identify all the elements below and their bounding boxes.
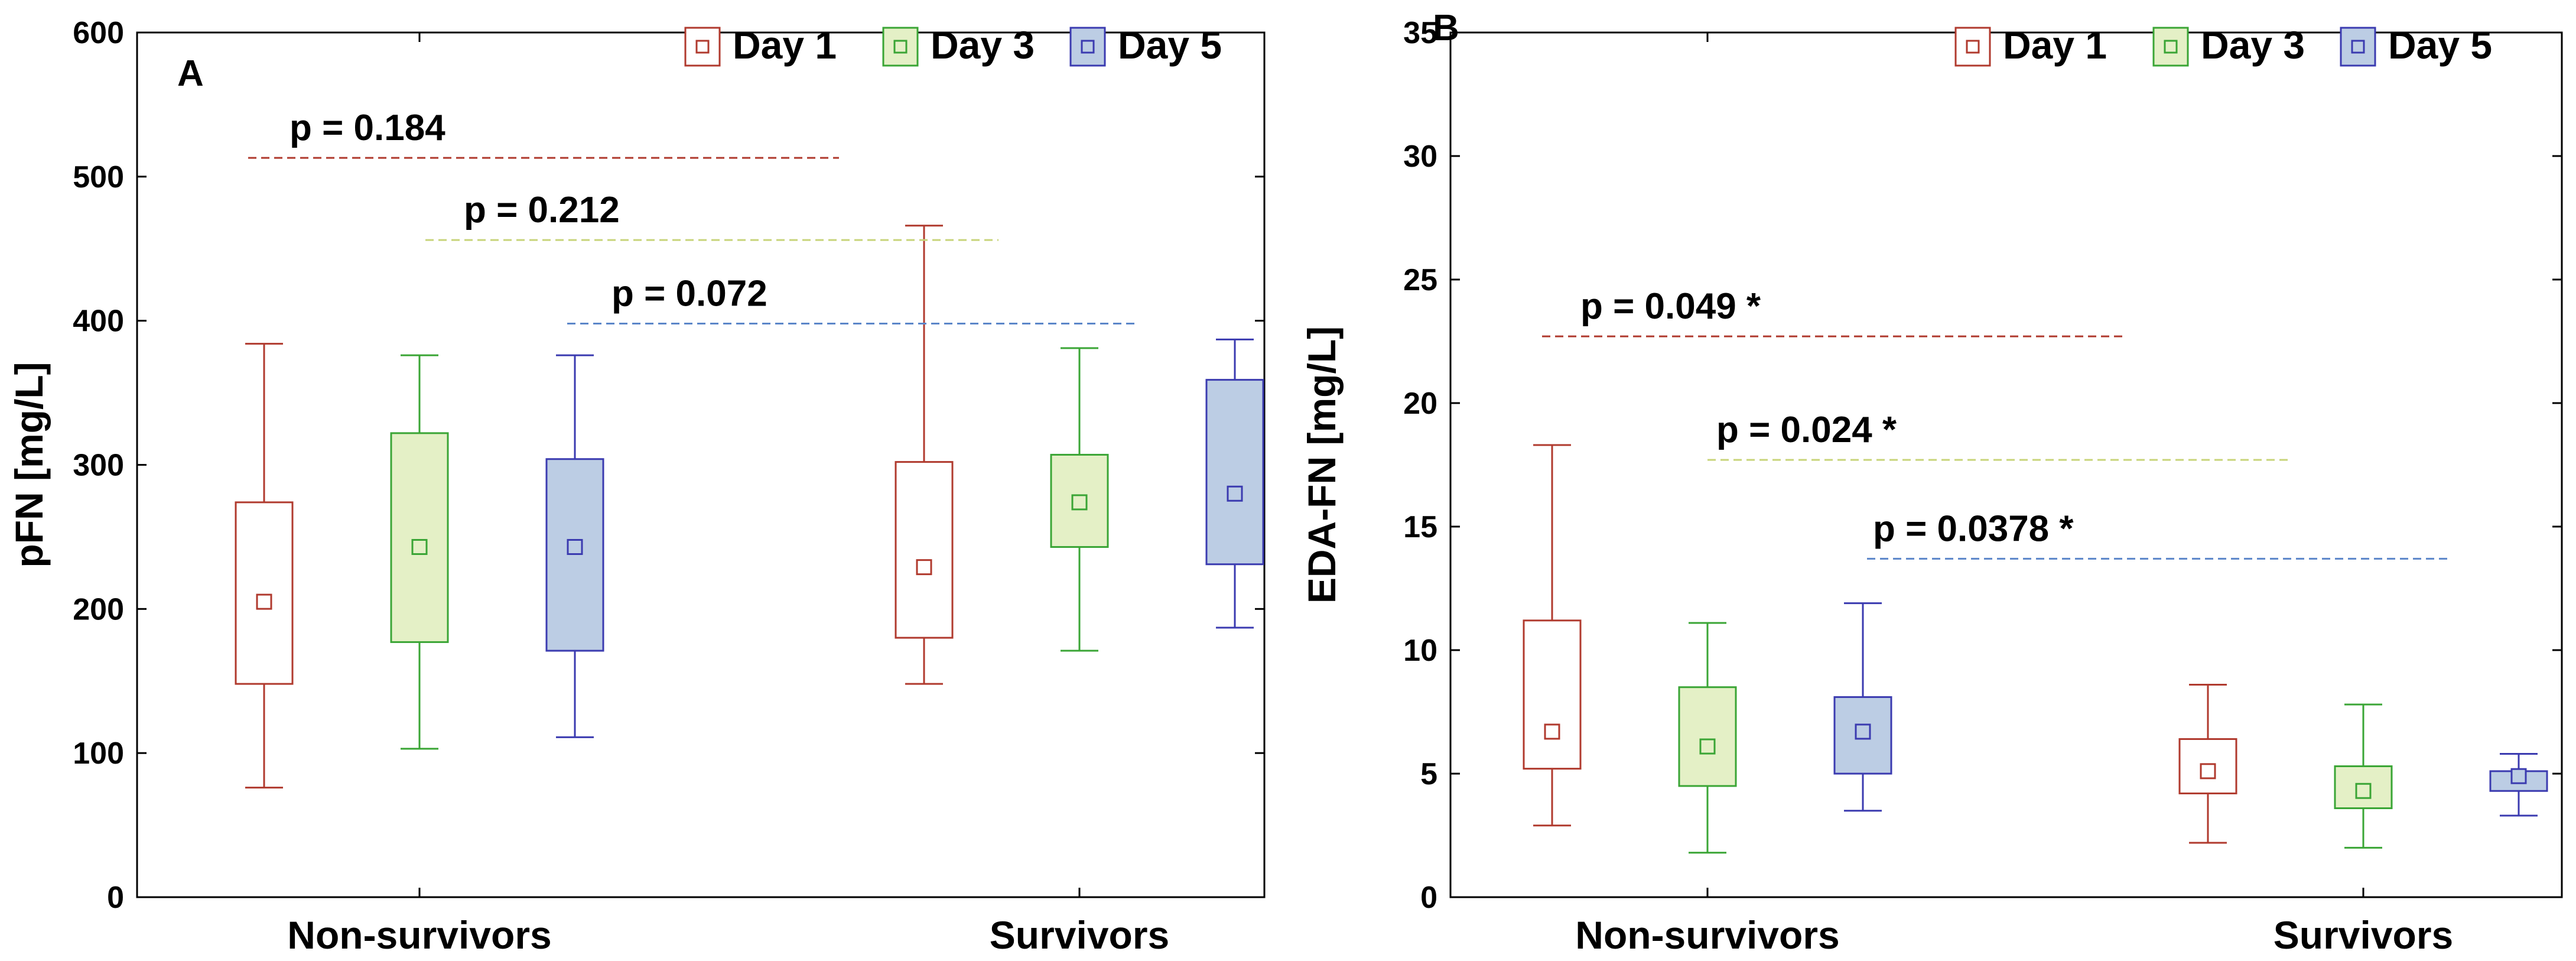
box-day-1-1	[895, 225, 954, 685]
legend-swatch-marker	[2164, 40, 2178, 54]
p-value-label: p = 0.024 *	[1716, 410, 1897, 450]
y-tick-label: 100	[73, 736, 124, 771]
box-day-3-0	[1678, 622, 1737, 854]
box-body	[1523, 619, 1582, 770]
panel-label: A	[177, 53, 204, 94]
p-value-label: p = 0.212	[464, 190, 620, 230]
mean-marker	[2510, 768, 2527, 784]
mean-marker	[1071, 494, 1088, 511]
y-axis-label: pFN [mg/L]	[7, 362, 51, 567]
mean-marker	[2355, 783, 2372, 799]
y-tick-label: 15	[1403, 510, 1437, 544]
mean-marker	[567, 538, 583, 555]
legend-entry-label: Day 1	[733, 23, 837, 67]
y-tick-label: 600	[73, 16, 124, 50]
legend-swatch-marker	[2351, 40, 2365, 54]
y-tick-label: 10	[1403, 634, 1437, 668]
p-value-label: p = 0.049 *	[1580, 286, 1761, 327]
panel-label: B	[1433, 8, 1459, 48]
legend-swatch-marker	[1081, 40, 1095, 54]
box-day-1-0	[235, 343, 294, 789]
y-axis-label: EDA-FN [mg/L]	[1300, 326, 1344, 603]
y-tick-label: 25	[1403, 263, 1437, 297]
p-value-label: p = 0.0378 *	[1873, 508, 2074, 549]
legend-entry-label: Day 5	[2388, 23, 2492, 67]
legend-entry-label: Day 5	[1118, 23, 1222, 67]
chart-panel-a: 0 100 200 300 400 500 600 Non-survivors Survivor…	[7, 16, 1266, 957]
x-category-label: Survivors	[990, 913, 1169, 957]
p-value-label: p = 0.184	[290, 108, 445, 148]
x-category-label: Non-survivors	[1575, 913, 1839, 957]
mean-marker	[1227, 485, 1243, 502]
legend-swatch	[1069, 27, 1106, 67]
y-tick-label: 400	[73, 304, 124, 339]
box-body	[1678, 686, 1737, 787]
y-tick-label: 200	[73, 592, 124, 626]
box-day-3-1	[1050, 347, 1109, 652]
y-tick-label: 35	[1403, 16, 1437, 50]
y-tick-label: 300	[73, 449, 124, 483]
box-day-1-0	[1523, 444, 1582, 827]
box-day-5-0	[545, 354, 604, 738]
y-tick-label: 0	[107, 881, 124, 915]
legend: Day 1 Day 3 Day 5	[1954, 23, 2492, 67]
legend: Day 1 Day 3 Day 5	[684, 23, 1222, 67]
y-tick-label: 20	[1403, 387, 1437, 421]
box-day-5-1	[2489, 753, 2548, 817]
y-tick-label: 30	[1403, 139, 1437, 174]
legend-swatch-marker	[1966, 40, 1980, 54]
legend-swatch-marker	[893, 40, 908, 54]
mean-marker	[1544, 723, 1560, 740]
box-body	[390, 432, 449, 643]
legend-entry-label: Day 1	[2003, 23, 2107, 67]
legend-swatch-marker	[695, 40, 710, 54]
mean-marker	[411, 538, 428, 555]
y-tick-label: 5	[1420, 757, 1437, 791]
mean-marker	[2200, 763, 2216, 780]
box-body	[895, 461, 954, 639]
y-tick-label: 0	[1420, 881, 1437, 915]
mean-marker	[1699, 738, 1716, 755]
mean-marker	[1855, 723, 1871, 740]
box-day-3-1	[2334, 703, 2393, 849]
mean-marker	[256, 593, 272, 610]
box-day-1-1	[2178, 684, 2237, 844]
plot-frame	[1449, 31, 2563, 898]
box-body	[1205, 379, 1264, 566]
y-tick-label: 500	[73, 160, 124, 194]
box-body	[235, 501, 294, 685]
box-day-3-0	[390, 354, 449, 750]
box-day-5-1	[1205, 338, 1264, 629]
x-category-label: Survivors	[2273, 913, 2453, 957]
box-day-5-0	[1833, 602, 1892, 812]
legend-entry-label: Day 3	[931, 23, 1035, 67]
mean-marker	[916, 559, 932, 576]
legend-entry-label: Day 3	[2201, 23, 2305, 67]
chart-panel-b: 0 5 10 15 20 25 30 35 Non-survivors Survivors EDA-…	[1300, 8, 2563, 957]
p-value-label: p = 0.072	[612, 274, 767, 314]
x-category-label: Non-survivors	[287, 913, 551, 957]
